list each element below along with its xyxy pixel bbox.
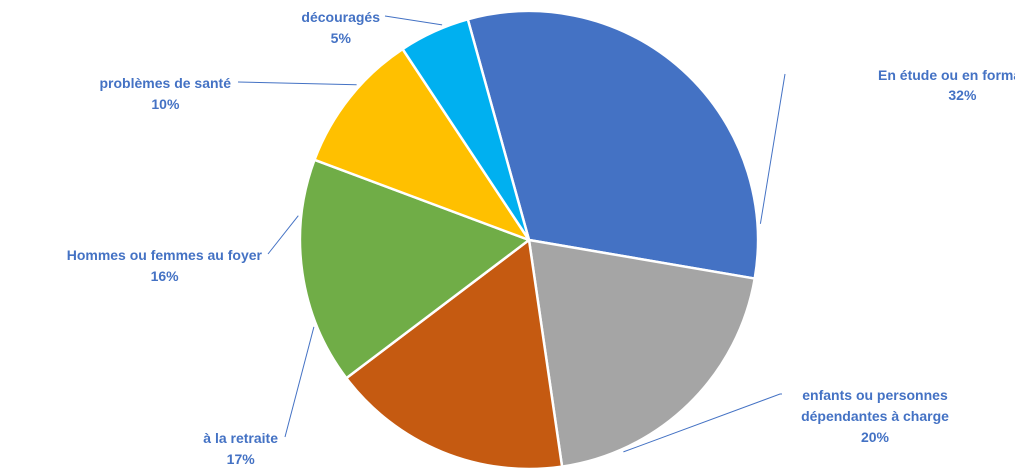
pie-slice-decourages <box>401 18 531 242</box>
pie-slice-hommes-ou-femmes-au-foyer <box>298 158 531 380</box>
data-label-category-problemes-de-sante: problèmes de santé <box>100 75 232 91</box>
data-label-category-decourages: découragés <box>301 9 380 25</box>
data-label-category-en-etude-ou-en-formation: En étude ou en formation <box>878 67 1015 83</box>
data-label-value-a-la-retraite: 17% <box>227 451 256 467</box>
pie-slices <box>298 9 760 468</box>
pie-slice-a-la-retraite <box>345 238 564 468</box>
pie-slice-en-etude-ou-en-formation <box>466 9 760 280</box>
data-label-value-decourages: 5% <box>331 30 352 46</box>
data-label-category-hommes-ou-femmes-au-foyer: Hommes ou femmes au foyer <box>67 247 263 263</box>
leader-line-a-la-retraite <box>284 326 315 438</box>
leader-line-decourages <box>384 15 443 26</box>
leader-line-en-etude-ou-en-formation <box>759 73 786 224</box>
pie-slice-enfants-ou-personnes-dependantes-a-charge <box>527 238 756 468</box>
data-label-category-a-la-retraite: à la retraite <box>203 430 278 446</box>
pie-labels: En étude ou en formation 32% enfants ou pe… <box>67 9 1015 467</box>
data-label-value-hommes-ou-femmes-au-foyer: 16% <box>151 268 180 284</box>
data-label-value-en-etude-ou-en-formation: 32% <box>948 87 977 103</box>
leader-line-problemes-de-sante <box>237 81 357 86</box>
data-label-value-enfants-ou-personnes-dependantes-a-charge: 20% <box>861 429 890 445</box>
data-label-value-problemes-de-sante: 10% <box>151 96 180 112</box>
data-label-category-enfants-ou-personnes-dependantes-a-charge: dépendantes à charge <box>801 408 949 424</box>
leader-line-enfants-ou-personnes-dependantes-a-charge <box>623 393 782 453</box>
leader-line-hommes-ou-femmes-au-foyer <box>267 215 299 255</box>
data-label-category-enfants-ou-personnes-dependantes-a-charge: enfants ou personnes <box>802 387 948 403</box>
pie-slice-problemes-de-sante <box>313 47 531 242</box>
